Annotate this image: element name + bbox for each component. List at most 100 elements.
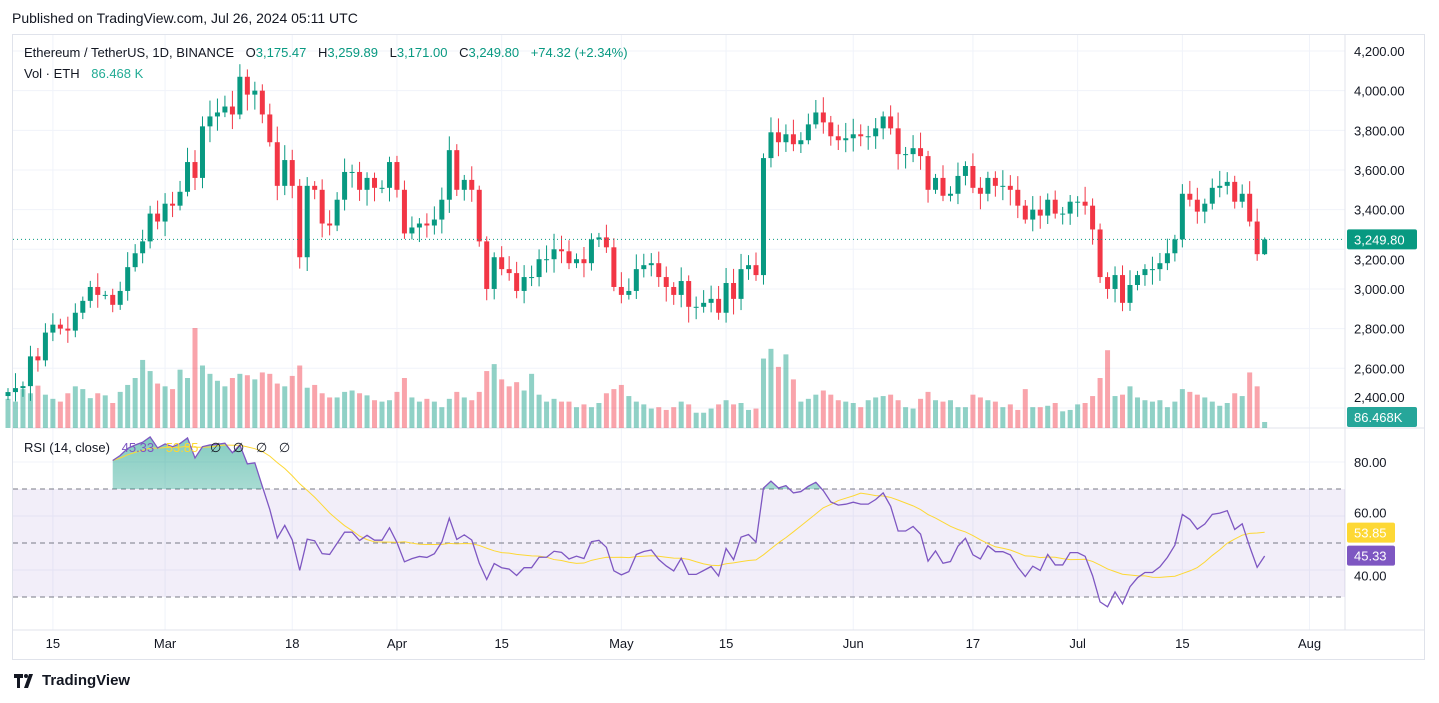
volume-bar xyxy=(57,401,63,428)
candle-body xyxy=(244,76,250,95)
candle-body xyxy=(229,106,235,115)
chart-frame[interactable] xyxy=(12,34,1425,660)
candle-body xyxy=(80,300,86,313)
last-volume-badge: 86.468K xyxy=(1354,410,1403,425)
candle-body xyxy=(237,76,243,115)
volume-bar xyxy=(641,404,647,428)
volume-bar xyxy=(12,401,18,428)
candle-body xyxy=(35,356,41,361)
volume-bar xyxy=(431,401,437,428)
volume-bar xyxy=(723,400,729,428)
volume-bar xyxy=(865,400,871,428)
volume-bar xyxy=(476,391,482,428)
candle-body xyxy=(72,312,78,331)
candle-body xyxy=(349,171,355,173)
volume-bar xyxy=(820,390,826,428)
volume-bar xyxy=(155,383,161,428)
time-tick-label: 15 xyxy=(494,636,508,651)
tradingview-logo[interactable]: TradingView xyxy=(14,672,130,689)
volume-bar xyxy=(312,384,318,428)
volume-bar xyxy=(87,398,93,428)
candle-body xyxy=(185,162,191,192)
candle-body xyxy=(753,265,759,276)
volume-bar xyxy=(835,400,841,428)
candle-body xyxy=(1247,193,1253,222)
open-label: O xyxy=(245,45,256,60)
volume-bar xyxy=(95,393,101,428)
candle-body xyxy=(199,126,205,178)
candle-body xyxy=(1179,193,1185,240)
candle-body xyxy=(529,277,535,279)
volume-bar xyxy=(65,393,71,428)
price-tick-label: 2,800.00 xyxy=(1354,322,1405,337)
candle-body xyxy=(850,134,856,139)
volume-bar xyxy=(701,412,707,428)
candle-body xyxy=(701,302,707,307)
volume-bar xyxy=(394,391,400,428)
volume-bar xyxy=(559,401,565,428)
volume-bar xyxy=(566,401,572,428)
close-value: 3,249.80 xyxy=(468,45,520,60)
volume-bar xyxy=(469,400,475,428)
volume-bar xyxy=(199,365,205,428)
volume-bar xyxy=(828,394,834,428)
volume-bar xyxy=(790,379,796,428)
candle-body xyxy=(87,286,93,301)
volume-legend: Vol · ETH 86.468 K xyxy=(24,66,143,81)
candle-body xyxy=(20,386,26,389)
volume-bar xyxy=(1015,409,1021,428)
volume-bar xyxy=(918,398,924,428)
volume-bar xyxy=(1224,403,1230,428)
volume-bar xyxy=(446,398,452,428)
candle-body xyxy=(581,259,587,264)
volume-bar xyxy=(289,375,295,428)
volume-bar xyxy=(880,396,886,428)
candle-body xyxy=(1194,199,1200,212)
volume-bar xyxy=(992,401,998,428)
extra-value: ∅ xyxy=(278,440,291,455)
tradingview-logo-icon xyxy=(14,673,33,688)
candle-body xyxy=(1120,275,1126,303)
volume-bar xyxy=(813,394,819,428)
volume-bar xyxy=(35,385,41,428)
volume-bar xyxy=(588,407,594,428)
volume-bar xyxy=(843,401,849,428)
volume-bar xyxy=(716,404,722,428)
candle-body xyxy=(992,177,998,186)
volume-bar xyxy=(1037,407,1043,428)
volume-bar xyxy=(80,389,86,428)
candle-body xyxy=(551,249,557,260)
volume-bar xyxy=(596,403,602,428)
candle-body xyxy=(469,179,475,190)
candle-body xyxy=(566,251,572,264)
candle-body xyxy=(828,122,834,137)
volume-bar xyxy=(1127,386,1133,428)
candle-body xyxy=(790,134,796,145)
candle-body xyxy=(970,166,976,188)
volume-bar xyxy=(1097,378,1103,428)
candle-body xyxy=(603,237,609,248)
price-tick-label: 2,400.00 xyxy=(1354,390,1405,405)
candle-body xyxy=(1015,189,1021,206)
candle-body xyxy=(1127,284,1133,303)
volume-bar xyxy=(708,408,714,428)
volume-bar xyxy=(544,401,550,428)
volume-bar xyxy=(50,398,56,428)
high-value: 3,259.89 xyxy=(327,45,378,60)
candle-body xyxy=(506,269,512,274)
price-tick-label: 4,000.00 xyxy=(1354,84,1405,99)
candle-body xyxy=(207,116,213,127)
candle-body xyxy=(57,324,63,329)
volume-bar xyxy=(940,401,946,428)
volume-bar xyxy=(551,398,557,428)
candle-body xyxy=(1052,199,1058,214)
candle-body xyxy=(364,177,370,190)
price-tick-label: 3,800.00 xyxy=(1354,123,1405,138)
volume-bar xyxy=(185,378,191,428)
volume-bar xyxy=(798,401,804,428)
volume-bar xyxy=(671,407,677,428)
candle-body xyxy=(596,237,602,240)
rsi-ma-badge: 53.85 xyxy=(1354,526,1387,541)
volume-bar xyxy=(364,395,370,428)
